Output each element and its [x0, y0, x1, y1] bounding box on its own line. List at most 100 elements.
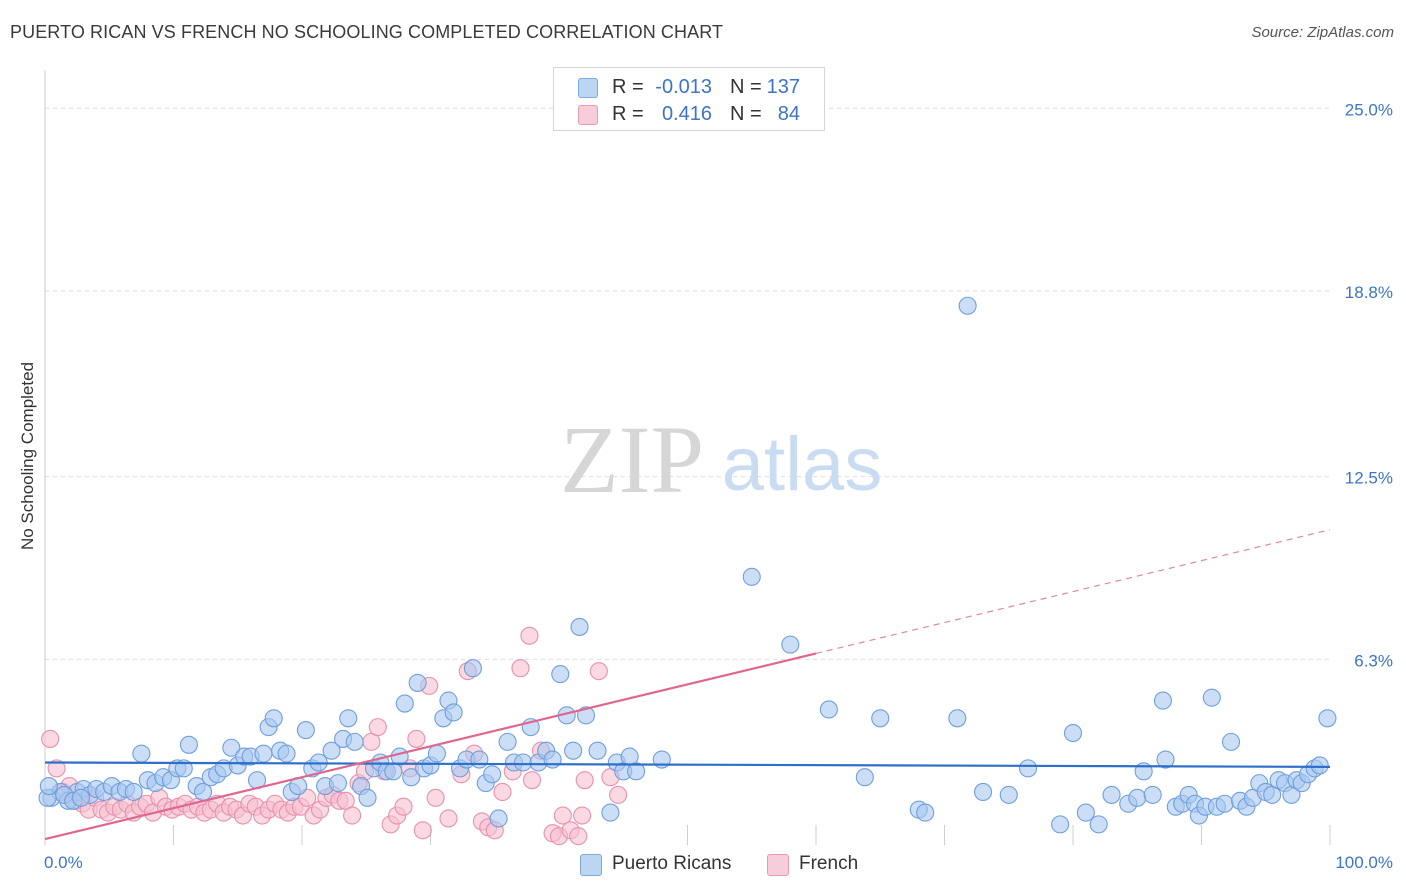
puerto-rican-point: [322, 741, 341, 760]
series-puerto-ricans: [38, 296, 1337, 834]
puerto-rican-point: [179, 735, 198, 754]
r-value: 0.416: [661, 103, 712, 125]
puerto-rican-point: [1089, 815, 1108, 834]
trend-line-french-extension: [815, 529, 1331, 655]
pink-swatch: [767, 854, 789, 876]
puerto-rican-point: [345, 732, 364, 751]
french-point: [368, 718, 387, 737]
french-point: [511, 659, 530, 678]
puerto-rican-point: [296, 721, 315, 740]
watermark: ZIP atlas: [560, 406, 882, 513]
french-point: [573, 806, 592, 825]
puerto-rican-point: [408, 673, 427, 692]
puerto-rican-point: [390, 747, 409, 766]
puerto-rican-point: [444, 703, 463, 722]
correlation-legend: R = -0.013 N = 137 R = 0.416 N = 84: [553, 67, 825, 131]
trend-line-puerto-ricans: [44, 761, 1331, 769]
puerto-rican-point: [402, 768, 421, 787]
puerto-rican-point: [1063, 723, 1083, 743]
french-point: [520, 626, 539, 645]
puerto-rican-point: [1128, 788, 1147, 807]
puerto-rican-point: [916, 803, 935, 822]
n-label: N =: [730, 103, 762, 125]
puerto-rican-point: [871, 709, 890, 728]
puerto-rican-point: [1215, 794, 1234, 813]
n-value: 84: [777, 103, 800, 125]
pink-swatch: [578, 105, 598, 125]
puerto-rican-point: [781, 635, 800, 654]
puerto-rican-point: [427, 744, 446, 763]
puerto-rican-point: [483, 765, 502, 784]
french-point: [522, 771, 542, 790]
series-french: [41, 626, 628, 846]
watermark-zip: ZIP: [560, 406, 704, 513]
y-tick-label: 12.5%: [1345, 469, 1393, 488]
french-point: [413, 821, 432, 840]
puerto-rican-point: [1222, 732, 1241, 751]
tick-labels: 6.3% 12.5% 18.8% 25.0% 0.0% 100.0%: [44, 100, 1393, 872]
french-point: [407, 729, 426, 748]
n-label: N =: [730, 76, 762, 98]
puerto-rican-point: [588, 741, 607, 760]
r-label: R =: [612, 103, 644, 125]
puerto-rican-point: [489, 809, 508, 828]
puerto-rican-point: [855, 768, 874, 787]
puerto-rican-point: [1156, 750, 1175, 769]
puerto-rican-point: [999, 785, 1018, 804]
puerto-rican-point: [174, 759, 193, 778]
puerto-rican-point: [264, 709, 283, 728]
puerto-rican-point: [958, 296, 977, 315]
french-point: [493, 782, 512, 802]
french-point: [575, 771, 594, 790]
puerto-rican-point: [124, 782, 143, 802]
puerto-rican-point: [1051, 815, 1070, 834]
french-point: [609, 785, 628, 804]
puerto-rican-point: [551, 665, 570, 684]
blue-swatch: [580, 854, 602, 876]
puerto-rican-point: [1102, 785, 1121, 804]
puerto-rican-point: [1018, 759, 1038, 778]
blue-swatch: [578, 78, 598, 98]
y-tick-label: 25.0%: [1345, 100, 1393, 119]
puerto-rican-point: [1143, 785, 1162, 804]
puerto-rican-point: [463, 659, 482, 678]
puerto-rican-point: [601, 803, 620, 822]
puerto-rican-point: [132, 744, 151, 763]
puerto-rican-point: [339, 709, 358, 728]
puerto-rican-point: [513, 753, 533, 772]
puerto-rican-point: [328, 774, 348, 793]
puerto-rican-point: [948, 709, 967, 728]
puerto-rican-point: [576, 706, 596, 725]
puerto-rican-point: [1202, 688, 1221, 707]
french-point: [589, 662, 608, 681]
trend-lines: [44, 529, 1331, 841]
source-label: Source: ZipAtlas.com: [1251, 24, 1394, 41]
puerto-rican-point: [498, 732, 517, 751]
puerto-rican-point: [254, 744, 273, 763]
french-point: [394, 797, 413, 816]
x-tick-label: 100.0%: [1335, 853, 1393, 872]
y-tick-label: 18.8%: [1345, 283, 1393, 302]
puerto-rican-point: [819, 700, 838, 719]
french-point: [47, 759, 66, 778]
puerto-rican-point: [564, 741, 583, 760]
puerto-rican-point: [470, 750, 489, 769]
y-axis-title: No Schooling Completed: [18, 361, 37, 551]
french-point: [553, 806, 572, 825]
puerto-rican-point: [1310, 756, 1329, 775]
y-tick-label: 6.3%: [1354, 651, 1393, 670]
x-tick-label: 0.0%: [44, 853, 83, 872]
n-value: 137: [766, 76, 800, 98]
puerto-rican-point: [543, 750, 562, 769]
french-point: [426, 788, 445, 807]
puerto-rican-point: [627, 762, 646, 781]
r-value: -0.013: [655, 76, 712, 98]
legend-label: Puerto Ricans: [612, 853, 732, 874]
puerto-rican-point: [1076, 803, 1095, 822]
puerto-rican-point: [1153, 691, 1172, 710]
puerto-rican-point: [222, 738, 241, 757]
puerto-rican-point: [277, 744, 296, 763]
watermark-atlas: atlas: [722, 422, 883, 507]
puerto-rican-point: [1318, 709, 1337, 728]
french-point: [569, 827, 588, 846]
